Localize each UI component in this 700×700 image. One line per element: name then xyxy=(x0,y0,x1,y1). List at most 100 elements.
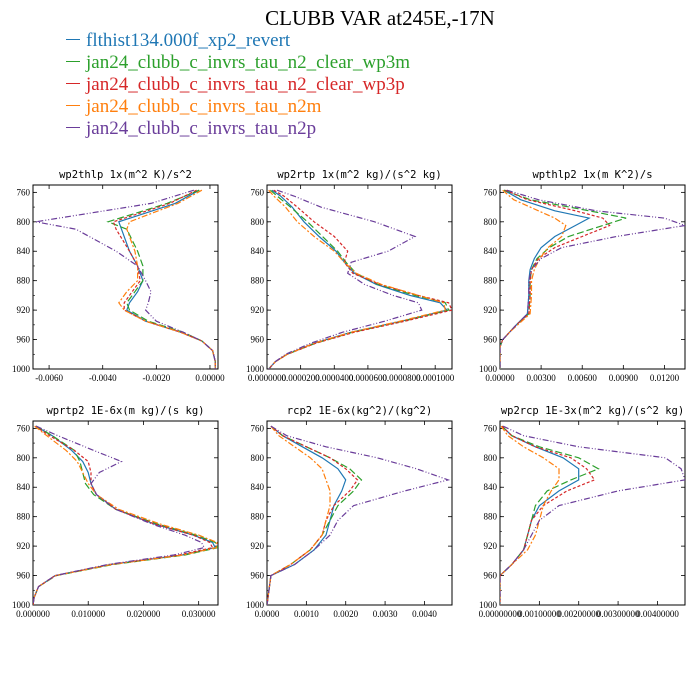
page-title: CLUBB VAR at245E,-17N xyxy=(265,6,495,30)
y-tick-label: 1000 xyxy=(479,364,498,374)
y-tick-label: 960 xyxy=(484,571,498,581)
series-line xyxy=(33,425,218,605)
x-tick-label: 0.00000 xyxy=(195,373,225,383)
plot-frame xyxy=(266,420,453,606)
y-tick-label: 1000 xyxy=(12,600,31,610)
chart-panel: wp2rtp 1x(m^2 kg)/(s^2 kg) 760 800 840 880 92… xyxy=(246,169,455,383)
x-tick-label: 0.00900 xyxy=(609,373,639,383)
y-tick-label: 960 xyxy=(17,571,31,581)
y-tick-label: 960 xyxy=(484,335,498,345)
y-tick-label: 880 xyxy=(251,512,265,522)
y-tick-label: 800 xyxy=(251,217,265,227)
y-tick-label: 760 xyxy=(484,423,498,433)
y-tick-label: 1000 xyxy=(12,364,31,374)
series-line xyxy=(35,189,216,369)
x-tick-label: -0.0060 xyxy=(35,373,63,383)
chart-title: wp2rtp 1x(m^2 kg)/(s^2 kg) xyxy=(277,169,441,181)
y-tick-label: 800 xyxy=(484,217,498,227)
series-line xyxy=(500,189,627,369)
x-tick-label: 0.0020 xyxy=(333,609,358,619)
x-tick-label: 0.0000400 xyxy=(315,373,354,383)
y-tick-label: 880 xyxy=(17,276,31,286)
y-tick-label: 960 xyxy=(17,335,31,345)
y-tick-label: 840 xyxy=(17,246,31,256)
series-line xyxy=(33,425,206,605)
y-tick-label: 880 xyxy=(484,276,498,286)
chart-panel: wp2thlp 1x(m^2 K)/s^2 760 800 840 880 920 960 1… xyxy=(12,169,225,383)
legend-label: jan24_clubb_c_invrs_tau_n2p xyxy=(86,118,317,139)
y-tick-label: 840 xyxy=(484,482,498,492)
legend-label: flthist134.000f_xp2_revert xyxy=(86,30,291,51)
x-tick-label: 0.0030 xyxy=(373,609,398,619)
plot-frame xyxy=(499,420,686,606)
x-tick-label: 0.00000000 xyxy=(479,609,522,619)
legend-label: jan24_clubb_c_invrs_tau_n2m xyxy=(86,96,322,117)
x-tick-label: 0.010000 xyxy=(71,609,105,619)
y-tick-label: 1000 xyxy=(246,364,265,374)
legend-item: jan24_clubb_c_invrs_tau_n2_clear_wp3m xyxy=(66,52,410,74)
y-tick-label: 880 xyxy=(251,276,265,286)
series-line xyxy=(267,425,331,605)
x-tick-label: 0.00600 xyxy=(568,373,598,383)
x-tick-label: 0.0000000 xyxy=(248,373,287,383)
plot-frame xyxy=(32,420,219,606)
y-tick-label: 920 xyxy=(484,541,498,551)
series-line xyxy=(268,189,452,369)
y-tick-label: 760 xyxy=(484,187,498,197)
x-tick-label: 0.00300000 xyxy=(597,609,640,619)
y-tick-label: 840 xyxy=(251,482,265,492)
series-line xyxy=(500,189,591,369)
y-tick-label: 800 xyxy=(17,453,31,463)
plot-frame xyxy=(499,184,686,370)
x-tick-label: -0.0040 xyxy=(89,373,117,383)
x-tick-label: 0.0010 xyxy=(294,609,319,619)
legend-swatch xyxy=(66,127,80,129)
y-tick-label: 920 xyxy=(484,305,498,315)
y-tick-label: 880 xyxy=(17,512,31,522)
series-line xyxy=(500,425,600,605)
legend-swatch xyxy=(66,105,80,107)
x-tick-label: 0.030000 xyxy=(182,609,216,619)
y-tick-label: 920 xyxy=(251,541,265,551)
chart-panel: wprtp2 1E-6x(m kg)/(s kg) 760 800 840 880 920… xyxy=(12,405,219,619)
legend-item: flthist134.000f_xp2_revert xyxy=(66,30,410,52)
series-line xyxy=(500,425,580,605)
y-tick-label: 760 xyxy=(17,423,31,433)
x-tick-label: 0.0000600 xyxy=(349,373,388,383)
series-line xyxy=(33,425,214,605)
y-tick-label: 840 xyxy=(17,482,31,492)
x-tick-label: 0.0001000 xyxy=(416,373,455,383)
y-tick-label: 840 xyxy=(484,246,498,256)
x-tick-label: 0.00400000 xyxy=(636,609,679,619)
x-tick-label: 0.0040 xyxy=(412,609,437,619)
y-tick-label: 800 xyxy=(17,217,31,227)
y-tick-label: 1000 xyxy=(479,600,498,610)
y-tick-label: 960 xyxy=(251,571,265,581)
legend-swatch xyxy=(66,83,80,85)
chart-title: wpthlp2 1x(m K^2)/s xyxy=(532,169,652,181)
y-tick-label: 880 xyxy=(484,512,498,522)
series-line xyxy=(500,189,685,369)
chart-title: wp2thlp 1x(m^2 K)/s^2 xyxy=(59,169,192,181)
x-tick-label: 0.00100000 xyxy=(518,609,561,619)
chart-title: wprtp2 1E-6x(m kg)/(s kg) xyxy=(46,405,204,417)
y-tick-label: 920 xyxy=(17,305,31,315)
x-tick-label: 0.0000200 xyxy=(282,373,321,383)
legend-swatch xyxy=(66,39,80,41)
series-line xyxy=(267,425,347,605)
series-line xyxy=(33,425,218,605)
y-tick-label: 760 xyxy=(251,187,265,197)
x-tick-label: 0.000000 xyxy=(16,609,50,619)
series-line xyxy=(500,189,611,369)
chart-panel: wpthlp2 1x(m K^2)/s 760 800 840 880 920 960 100… xyxy=(479,169,686,383)
y-tick-label: 1000 xyxy=(246,600,265,610)
legend-item: jan24_clubb_c_invrs_tau_n2_clear_wp3p xyxy=(66,74,410,96)
x-tick-label: 0.00300 xyxy=(526,373,556,383)
y-tick-label: 920 xyxy=(17,541,31,551)
series-line xyxy=(267,425,451,605)
x-tick-label: 0.01200 xyxy=(650,373,680,383)
plot-frame xyxy=(32,184,219,370)
series-line xyxy=(268,189,423,369)
x-tick-label: -0.0020 xyxy=(142,373,170,383)
series-line xyxy=(500,189,567,369)
